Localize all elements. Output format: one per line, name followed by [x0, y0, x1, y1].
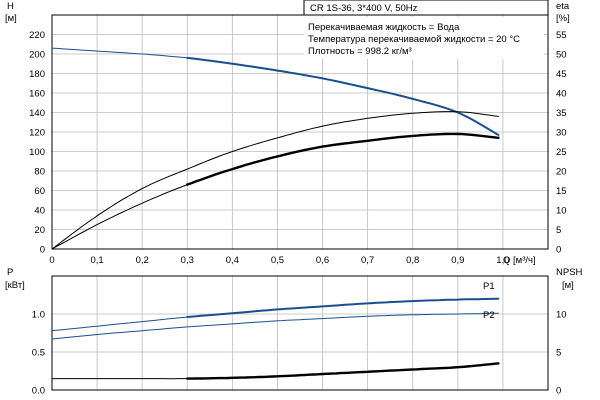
- y-right-label-eta: eta: [556, 1, 570, 12]
- y-left-tick-power: 0.0: [32, 386, 45, 397]
- y-right-tick-npsh: 10: [556, 310, 567, 321]
- y-right-label-npsh: NPSH: [556, 267, 583, 278]
- y-right-tick-eta: 15: [556, 186, 567, 197]
- x-tick-label: 0,1: [90, 255, 103, 266]
- y-left-tick-power: 0.5: [32, 348, 45, 359]
- power-npsh-panel: 0.0 0.5 1.0 0 5 10 P1 P2 P [кВт] NPSH [м]: [5, 267, 583, 397]
- head-efficiency-panel: 0 0,1 0,2 0,3 0,4 0,5 0,6 0,7 0,8 0,9 1,0 0 20 40 60 80…: [5, 0, 570, 266]
- y-right-tick-npsh: 5: [556, 348, 561, 359]
- y-left-tick-head: 120: [29, 128, 45, 139]
- y-left-tick-head: 80: [34, 167, 45, 178]
- series-label-p2: P2: [483, 310, 495, 321]
- y-left-tick-head: 220: [29, 30, 45, 41]
- y-left-tick-head: 0: [40, 245, 45, 256]
- y-right-unit-eta: [%]: [556, 13, 570, 24]
- y-left-unit-head: [м]: [5, 13, 17, 24]
- y-right-tick-eta: 25: [556, 147, 567, 158]
- y-left-label-power: P: [7, 267, 13, 278]
- title-box: [303, 0, 549, 16]
- top-plot-frame: [51, 14, 549, 250]
- y-right-tick-eta: 20: [556, 167, 567, 178]
- y-right-tick-eta: 45: [556, 69, 567, 80]
- y-left-tick-head: 200: [29, 50, 45, 61]
- top-series-0-thin: [51, 47, 188, 59]
- y-right-tick-eta: 5: [556, 225, 561, 236]
- x-tick-label: 0,5: [271, 255, 284, 266]
- x-tick-label: 0,2: [136, 255, 149, 266]
- y-right-tick-eta: 30: [556, 128, 567, 139]
- chart-title: CR 1S-36, 3*400 V, 50Hz: [310, 3, 418, 14]
- x-tick-label: 0,7: [361, 255, 374, 266]
- x-axis-label: Q [м³/ч]: [503, 255, 536, 266]
- y-right-tick-eta: 55: [556, 30, 567, 41]
- series-label-p1: P1: [483, 281, 495, 292]
- y-left-unit-power: [кВт]: [5, 280, 25, 291]
- y-right-tick-eta: 10: [556, 206, 567, 217]
- top-series-2-thin: [51, 184, 188, 250]
- y-left-tick-head: 40: [34, 206, 45, 217]
- y-right-tick-eta: 0: [556, 245, 561, 256]
- y-left-tick-head: 140: [29, 108, 45, 119]
- bottom-series-group: [51, 297, 500, 380]
- bottom-series-0: [186, 297, 500, 318]
- y-left-tick-head: 20: [34, 225, 45, 236]
- x-tick-label: 0,3: [181, 255, 194, 266]
- y-left-tick-head: 60: [34, 186, 45, 197]
- y-left-label-head: H: [7, 1, 14, 12]
- x-tick-label: 0,9: [451, 255, 464, 266]
- info-liquid: Перекачиваемая жидкость = Вода: [308, 22, 460, 33]
- x-tick-label: 0,8: [406, 255, 419, 266]
- bottom-series-1: [51, 312, 499, 340]
- bottom-series-2: [186, 362, 500, 380]
- top-tick-labels: 0 0,1 0,2 0,3 0,4 0,5 0,6 0,7 0,8 0,9 1,0 0 20 40 60 80…: [29, 30, 566, 266]
- y-right-unit-npsh: [м]: [562, 280, 574, 291]
- info-temperature: Температура перекачиваемой жидкости = 20…: [308, 34, 520, 45]
- y-left-tick-head: 160: [29, 89, 45, 100]
- y-right-tick-eta: 35: [556, 108, 567, 119]
- top-series-group: [51, 47, 500, 250]
- x-tick-label: 0,6: [316, 255, 329, 266]
- y-right-tick-eta: 50: [556, 50, 567, 61]
- y-right-tick-eta: 40: [556, 89, 567, 100]
- y-left-tick-head: 100: [29, 147, 45, 158]
- x-tick-label: 0,4: [226, 255, 239, 266]
- bottom-plot-frame: [51, 275, 549, 391]
- y-right-tick-npsh: 0: [556, 386, 561, 397]
- bottom-series-0-thin: [51, 316, 188, 332]
- x-tick-label: 0: [49, 255, 54, 266]
- top-series-0: [186, 56, 500, 136]
- y-left-tick-head: 180: [29, 69, 45, 80]
- top-series-1: [51, 111, 499, 250]
- bottom-tick-labels: 0.0 0.5 1.0 0 5 10: [32, 310, 567, 397]
- top-series-2: [186, 132, 500, 186]
- info-box: [304, 17, 544, 59]
- x-tick-label: 1,0: [496, 255, 509, 266]
- y-left-tick-power: 1.0: [32, 310, 45, 321]
- info-density: Плотность = 998.2 кг/м³: [308, 46, 412, 57]
